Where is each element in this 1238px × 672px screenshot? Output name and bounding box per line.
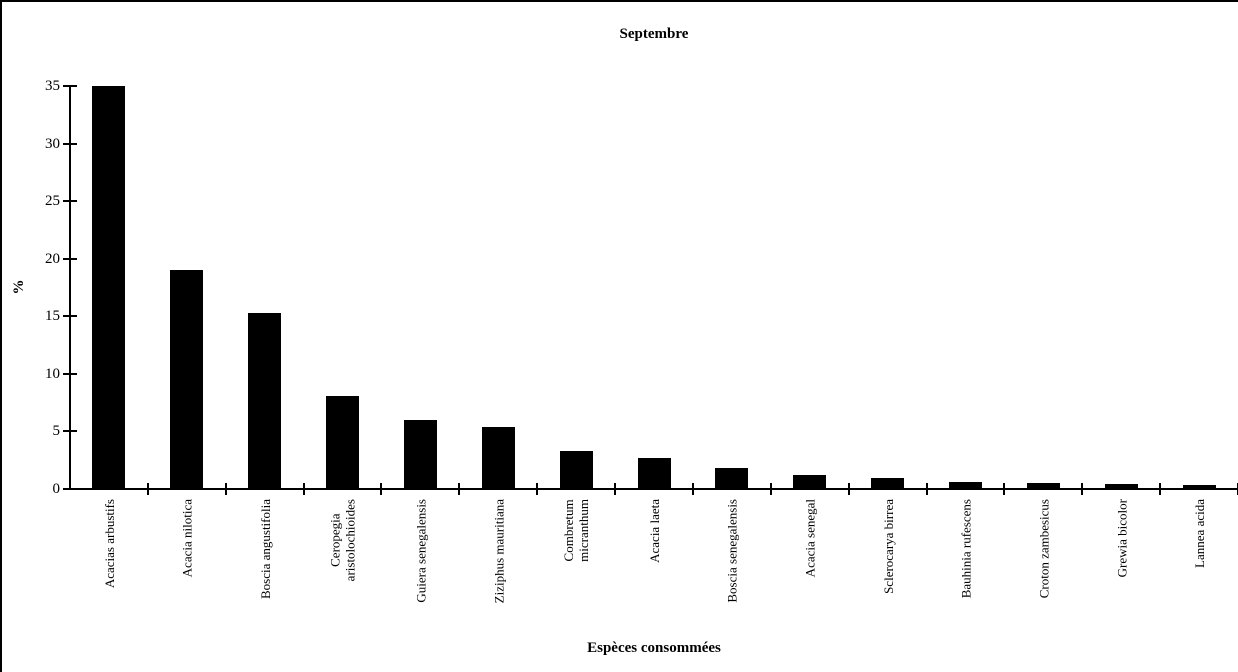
bar [170, 270, 203, 489]
y-tick-label: 25 [45, 193, 60, 210]
y-tick-label: 10 [45, 365, 60, 382]
y-tick [63, 257, 77, 260]
bar [949, 482, 982, 489]
x-category-label: Acacias arbustifs [101, 499, 117, 589]
y-tick [63, 85, 77, 87]
bar [482, 427, 515, 489]
bar [871, 478, 904, 489]
bar [793, 475, 826, 489]
x-tick [769, 483, 772, 495]
y-axis-line [69, 86, 71, 490]
bar [1183, 485, 1216, 489]
x-tick [1003, 483, 1006, 495]
x-tick [1081, 483, 1084, 495]
x-category-label: Acacia laeta [646, 499, 662, 563]
x-category-label: Croton zambesicus [1035, 499, 1051, 599]
y-tick-label: 30 [45, 135, 60, 152]
y-tick-label: 20 [45, 250, 60, 267]
y-tick [63, 200, 77, 203]
bar [1027, 483, 1060, 489]
x-tick [146, 483, 149, 495]
x-category-label: Acacia nilotica [179, 499, 195, 578]
x-category-label: Lannea acida [1191, 499, 1207, 568]
x-tick [380, 483, 383, 495]
chart-title: Septembre [619, 26, 689, 42]
x-category-label: Sclerocarya birrea [880, 499, 896, 594]
y-tick-label: 0 [52, 481, 61, 497]
bar [638, 458, 671, 489]
x-category-label: Guiera senegalensis [412, 499, 428, 603]
x-tick [458, 483, 461, 495]
bar [404, 420, 437, 489]
x-tick [302, 483, 305, 495]
x-category-label: Acacia senegal [802, 499, 818, 578]
y-tick [63, 315, 77, 318]
x-category-label: Boscia senegalensis [724, 499, 740, 603]
x-tick [925, 483, 928, 495]
y-tick-label: 5 [52, 423, 61, 440]
bar [326, 396, 359, 489]
x-tick [536, 483, 539, 495]
x-category-label: Bauhinia rufescens [957, 499, 973, 599]
x-category-label: Combretum micranthum [561, 499, 592, 562]
x-axis-title: Espèces consommées [587, 640, 721, 656]
y-tick [63, 372, 77, 375]
bar [92, 86, 125, 489]
y-tick [63, 488, 77, 490]
x-tick [224, 483, 227, 495]
x-category-label: Grewia bicolor [1113, 499, 1129, 578]
y-tick-label: 15 [45, 308, 60, 325]
x-tick [691, 483, 694, 495]
x-category-label: Boscia angustifolia [257, 499, 273, 600]
x-axis-line [69, 488, 1238, 490]
x-category-label: Ziziphus mauritiana [490, 499, 506, 604]
x-tick [847, 483, 850, 495]
y-tick [63, 430, 77, 433]
x-category-label: Ceropegia aristolochioides [327, 499, 358, 582]
x-tick [1159, 483, 1162, 495]
bar [248, 313, 281, 489]
bar [560, 451, 593, 489]
x-tick [614, 483, 617, 495]
y-tick [63, 142, 77, 145]
y-tick-label: 35 [45, 78, 60, 94]
bar [715, 468, 748, 489]
bar [1105, 484, 1138, 489]
